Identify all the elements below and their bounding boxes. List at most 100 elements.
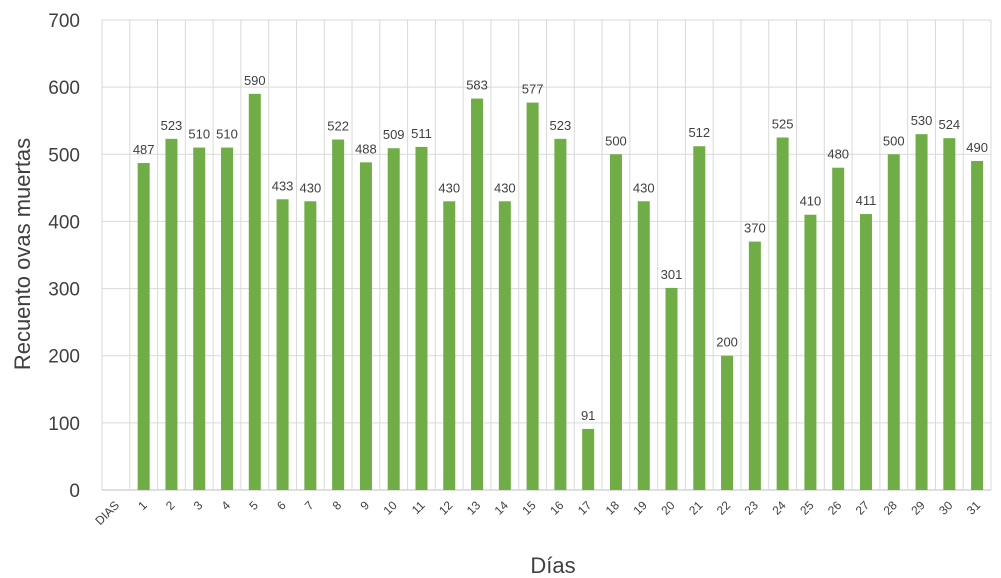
x-tick-label: 24 [769,498,789,518]
bar-7 [304,201,317,491]
data-label-3: 510 [188,127,210,142]
data-labels: 487 523 510 510 590 433 430 522 488 509 511 430 583 4… [133,73,988,423]
x-tick-label: 26 [825,498,845,518]
bar-25 [804,214,817,490]
x-tick-label: 1 [135,498,150,513]
x-tick-label: 25 [797,498,817,518]
y-tick-label: 300 [48,280,80,301]
x-tick-label: 6 [274,498,289,513]
data-label-8: 522 [327,119,349,134]
bar-8 [332,139,345,490]
data-label-19: 430 [633,180,655,195]
bar-18 [609,154,622,491]
x-axis-ticks: DIAS 1 2 3 4 5 6 7 8 9 10 11 12 13 14 15 16 17 18 19 20 21 22 2… [92,498,983,528]
data-label-14: 430 [494,180,516,195]
y-tick-label: 200 [48,347,80,368]
data-label-17: 91 [581,408,595,423]
y-tick-label: 600 [48,78,80,99]
data-label-7: 430 [300,180,322,195]
x-tick-label: 21 [686,498,706,518]
bar-26 [832,167,845,490]
data-label-28: 500 [883,133,905,148]
bar-22 [721,355,734,490]
data-label-31: 490 [966,140,988,155]
data-label-15: 577 [522,82,544,97]
data-label-20: 301 [661,267,683,282]
x-tick-label: 14 [492,498,512,518]
x-tick-label: 13 [464,498,484,518]
bar-1 [137,163,150,490]
bar-4 [221,147,234,491]
bar-23 [748,241,761,490]
x-tick-label: 31 [964,498,984,518]
x-tick-label: 28 [881,498,901,518]
data-label-23: 370 [744,221,766,236]
bar-31 [971,161,984,490]
bar-3 [193,147,206,491]
bar-21 [693,146,706,490]
data-label-6: 433 [272,178,294,193]
x-tick-label: 3 [191,498,206,513]
bar-16 [554,138,567,491]
x-tick-label: 18 [603,498,623,518]
x-tick-label: 5 [246,498,261,513]
x-tick-label: 23 [742,498,762,518]
x-tick-label: 15 [519,498,539,518]
bar-13 [471,98,484,491]
bar-19 [637,201,650,491]
data-label-10: 509 [383,127,405,142]
x-tick-label: 27 [853,498,873,518]
bar-15 [526,102,539,490]
x-tick-label: 22 [714,498,734,518]
y-tick-label: 700 [48,11,80,32]
data-label-5: 590 [244,73,266,88]
x-tick-label: 16 [547,498,567,518]
data-label-24: 525 [772,117,794,132]
x-tick-label: 9 [357,498,372,513]
data-label-13: 583 [466,78,488,93]
x-tick-label: 30 [936,498,956,518]
y-tick-label: 0 [69,481,80,502]
x-tick-label: 8 [330,498,345,513]
bar-11 [415,146,428,490]
data-label-1: 487 [133,142,155,157]
data-label-25: 410 [800,194,822,209]
x-axis-title: Días [530,553,575,578]
bar-29 [915,134,928,490]
bar-20 [665,287,678,490]
y-tick-label: 100 [48,414,80,435]
data-label-27: 411 [856,193,877,208]
data-label-4: 510 [216,127,238,142]
data-label-22: 200 [716,335,738,350]
x-tick-label: 4 [219,498,234,513]
bar-28 [887,154,900,491]
bar-14 [498,201,511,491]
x-tick-label: 7 [302,498,317,513]
bar-24 [776,137,789,490]
data-label-9: 488 [355,141,377,156]
y-axis-ticks: 0 100 200 300 400 500 600 700 [48,11,80,502]
data-label-21: 512 [688,125,710,140]
x-tick-label: 2 [163,498,178,513]
y-tick-label: 400 [48,212,80,233]
x-tick-label: 11 [409,498,428,517]
bar-12 [443,201,456,491]
y-axis-title: Recuento ovas muertas [10,138,35,370]
x-tick-label: 19 [631,498,651,518]
data-label-30: 524 [938,117,960,132]
x-tick-label: DIAS [92,498,122,528]
bar-30 [943,138,956,490]
data-label-29: 530 [911,113,933,128]
x-tick-label: 20 [658,498,678,518]
bar-10 [387,148,400,490]
bar-9 [359,162,372,491]
bar-6 [276,199,289,490]
x-tick-label: 10 [380,498,400,518]
data-label-2: 523 [161,118,183,133]
data-label-18: 500 [605,133,627,148]
x-tick-label: 12 [436,498,456,518]
bars [137,93,984,491]
y-tick-label: 500 [48,145,80,166]
data-label-26: 480 [827,147,849,162]
